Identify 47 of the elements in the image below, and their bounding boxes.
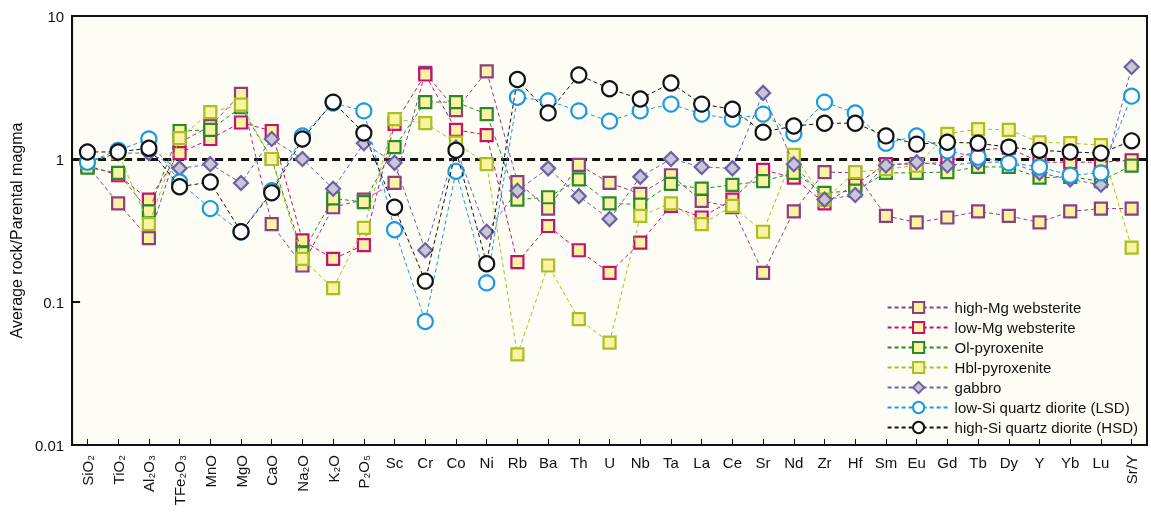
x-tick-label: CaO <box>263 455 281 486</box>
x-tick-label: Sr/Y <box>1123 455 1141 485</box>
x-tick-label: Y <box>1034 454 1045 471</box>
legend-label: Ol-pyroxenite <box>954 339 1044 356</box>
x-tick-label: Eu <box>907 454 926 471</box>
x-tick-label: Nd <box>784 454 804 471</box>
x-tick-label: K₂O <box>324 455 342 483</box>
x-tick-label: Zr <box>817 454 832 471</box>
y-axis-title: Average rock/Parental magma <box>7 122 25 339</box>
x-tick-label: SiO₂ <box>78 454 96 486</box>
x-tick-label: Yb <box>1061 454 1080 471</box>
x-tick-label: Sm <box>874 454 898 471</box>
legend-label: low-Mg websterite <box>954 319 1076 336</box>
x-tick-label: La <box>693 454 711 471</box>
x-tick-label: U <box>604 454 615 471</box>
y-tick-label: 0.1 <box>43 293 65 311</box>
x-tick-label: Nb <box>630 454 650 471</box>
x-tick-label: Rb <box>507 454 528 471</box>
x-tick-label: Tb <box>969 454 987 471</box>
x-tick-label: Ba <box>538 454 558 471</box>
x-tick-label: Ta <box>663 454 680 471</box>
x-tick-label: Lu <box>1092 454 1110 471</box>
x-tick-label: Sc <box>385 454 404 471</box>
legend-label: gabbro <box>954 379 1002 396</box>
y-tick-label: 1 <box>55 150 65 168</box>
legend-label: high-Mg websterite <box>954 299 1082 316</box>
x-tick-label: MnO <box>201 455 219 488</box>
legend-label: high-Si quartz diorite (HSD) <box>954 419 1139 436</box>
x-tick-label: Gd <box>937 454 958 471</box>
x-tick-label: MgO <box>232 455 250 488</box>
legend-label: low-Si quartz diorite (LSD) <box>954 399 1130 416</box>
x-tick-label: TFe₂O₃ <box>171 455 189 506</box>
x-tick-label: Hf <box>847 454 864 471</box>
x-tick-label: Cr <box>417 454 434 471</box>
x-tick-label: P₂O₅ <box>355 455 373 489</box>
x-tick-label: TiO₂ <box>109 454 127 485</box>
x-tick-label: Co <box>446 454 466 471</box>
x-tick-label: Dy <box>999 454 1019 471</box>
x-tick-label: Na₂O <box>293 455 311 492</box>
x-tick-label: Th <box>570 454 588 471</box>
x-tick-label: Ce <box>722 454 742 471</box>
x-tick-label: Ni <box>479 454 494 471</box>
legend-label: Hbl-pyroxenite <box>954 359 1052 376</box>
y-tick-label: 10 <box>47 7 65 25</box>
y-tick-label: 0.01 <box>34 436 65 454</box>
x-tick-label: Al₂O₃ <box>140 455 158 492</box>
x-tick-label: Sr <box>755 454 771 471</box>
